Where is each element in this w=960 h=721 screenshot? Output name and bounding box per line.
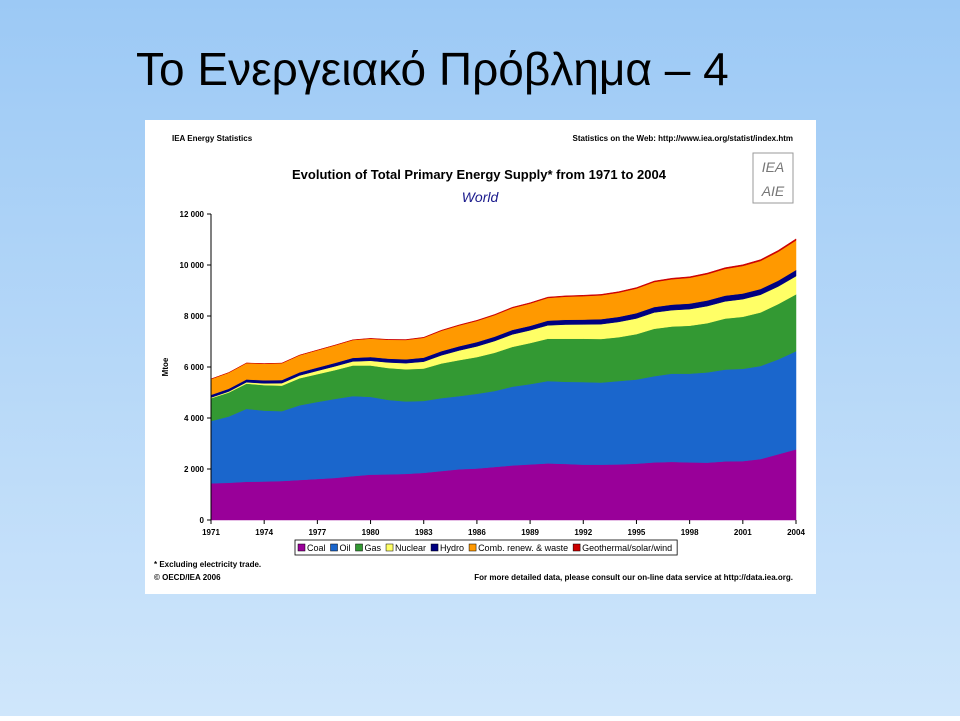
legend-label: Oil <box>340 543 351 553</box>
y-tick-label: 2 000 <box>184 465 205 474</box>
legend-swatch <box>430 543 439 552</box>
logo-text: IEA <box>762 159 785 175</box>
area-series <box>210 238 797 380</box>
chart-subtitle: World <box>462 189 500 205</box>
y-tick-label: 10 000 <box>180 261 205 270</box>
x-tick-label: 1980 <box>362 528 380 537</box>
legend-swatch <box>355 543 363 552</box>
header-left: IEA Energy Statistics <box>172 134 253 143</box>
source-note: For more detailed data, please consult o… <box>474 573 793 582</box>
legend-label: Geothermal/solar/wind <box>582 543 672 553</box>
x-tick-label: 1992 <box>574 528 592 537</box>
x-tick-label: 1989 <box>521 528 539 537</box>
x-tick-label: 1998 <box>681 528 699 537</box>
x-tick-label: 1983 <box>415 528 433 537</box>
legend-swatch <box>468 543 477 552</box>
logo-text: AIE <box>761 183 785 199</box>
copyright: © OECD/IEA 2006 <box>154 573 221 582</box>
x-tick-label: 1986 <box>468 528 486 537</box>
y-tick-label: 12 000 <box>180 210 205 219</box>
y-axis-label: Mtoe <box>161 357 170 376</box>
y-tick-label: 0 <box>200 516 205 525</box>
footnote: * Excluding electricity trade. <box>154 560 261 569</box>
x-tick-label: 2004 <box>787 528 805 537</box>
legend-swatch <box>385 543 394 552</box>
y-tick-label: 8 000 <box>184 312 205 321</box>
legend-swatch <box>297 543 306 552</box>
header-right: Statistics on the Web: http://www.iea.or… <box>573 134 793 143</box>
x-tick-label: 2001 <box>734 528 752 537</box>
x-tick-label: 1977 <box>308 528 326 537</box>
y-tick-label: 6 000 <box>184 363 205 372</box>
x-tick-label: 1995 <box>628 528 646 537</box>
legend-label: Comb. renew. & waste <box>478 543 568 553</box>
legend-label: Coal <box>307 543 326 553</box>
legend-swatch <box>572 543 581 552</box>
legend-label: Hydro <box>440 543 464 553</box>
slide-title: Το Ενεργειακό Πρόβλημα – 4 <box>136 43 729 95</box>
y-tick-label: 4 000 <box>184 414 205 423</box>
logo <box>752 152 794 204</box>
x-tick-label: 1974 <box>255 528 273 537</box>
legend-swatch <box>330 543 338 552</box>
legend-label: Nuclear <box>395 543 426 553</box>
chart-title: Evolution of Total Primary Energy Supply… <box>292 167 667 182</box>
legend-label: Gas <box>365 543 382 553</box>
x-tick-label: 1971 <box>202 528 220 537</box>
